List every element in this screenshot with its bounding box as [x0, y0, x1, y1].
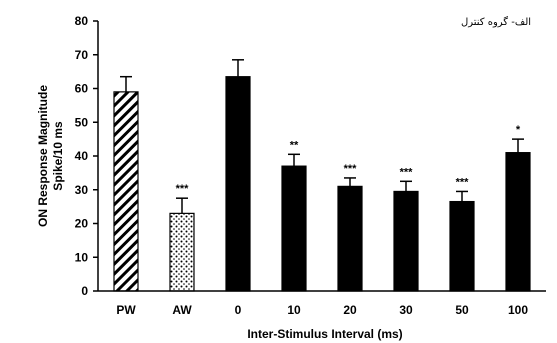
- x-category-label: 30: [399, 303, 413, 317]
- y-tick-label: 50: [75, 115, 89, 129]
- bar: [169, 212, 195, 292]
- y-tick-label: 30: [75, 183, 89, 197]
- significance-marker: ***: [176, 183, 190, 195]
- bar: [281, 165, 307, 292]
- significance-marker: ***: [344, 163, 358, 175]
- y-tick-label: 40: [75, 149, 89, 163]
- x-category-label: 50: [455, 303, 469, 317]
- bar-group: *: [505, 124, 531, 292]
- significance-marker: ***: [456, 176, 470, 188]
- y-tick-label: 20: [75, 217, 89, 231]
- y-axis-title-line-1: ON Response Magnitude: [36, 85, 50, 227]
- bar-group: ***: [337, 163, 363, 292]
- bar-group: ***: [169, 183, 195, 292]
- x-category-label: AW: [172, 303, 192, 317]
- panel-label: الف- گروه کنترل: [461, 16, 531, 28]
- bar-group: [113, 75, 139, 292]
- y-axis-ticks: 0 10 20 30 40 50 60 70 80: [75, 14, 98, 298]
- significance-marker: **: [290, 139, 299, 151]
- y-tick-label: 60: [75, 82, 89, 96]
- x-category-label: 20: [343, 303, 357, 317]
- bar: [505, 152, 531, 292]
- bar: [393, 190, 419, 292]
- bar: [337, 185, 363, 292]
- y-tick-label: 10: [75, 250, 89, 264]
- x-category-label: PW: [116, 303, 136, 317]
- bar-group: **: [281, 139, 307, 292]
- bar-group: ***: [449, 176, 475, 292]
- x-category-label: 0: [235, 303, 242, 317]
- y-axis-title-line-2: Spike/10 ms: [51, 121, 65, 191]
- y-tick-label: 0: [81, 284, 88, 298]
- bar: [225, 76, 251, 292]
- y-axis-title: ON Response Magnitude Spike/10 ms: [36, 85, 65, 227]
- y-tick-label: 70: [75, 48, 89, 62]
- x-category-label: 10: [287, 303, 301, 317]
- significance-marker: ***: [400, 166, 414, 178]
- bars: ******** *******: [113, 59, 531, 292]
- x-axis-labels: PW AW 0 10 20 30 50 100: [116, 303, 528, 317]
- x-axis-title: Inter-Stimulus Interval (ms): [247, 327, 402, 341]
- y-tick-label: 80: [75, 14, 89, 28]
- bar-group: [225, 59, 251, 292]
- bar: [113, 91, 139, 292]
- x-category-label: 100: [508, 303, 528, 317]
- significance-marker: *: [516, 124, 521, 136]
- bar: [449, 200, 475, 292]
- bar-group: ***: [393, 166, 419, 292]
